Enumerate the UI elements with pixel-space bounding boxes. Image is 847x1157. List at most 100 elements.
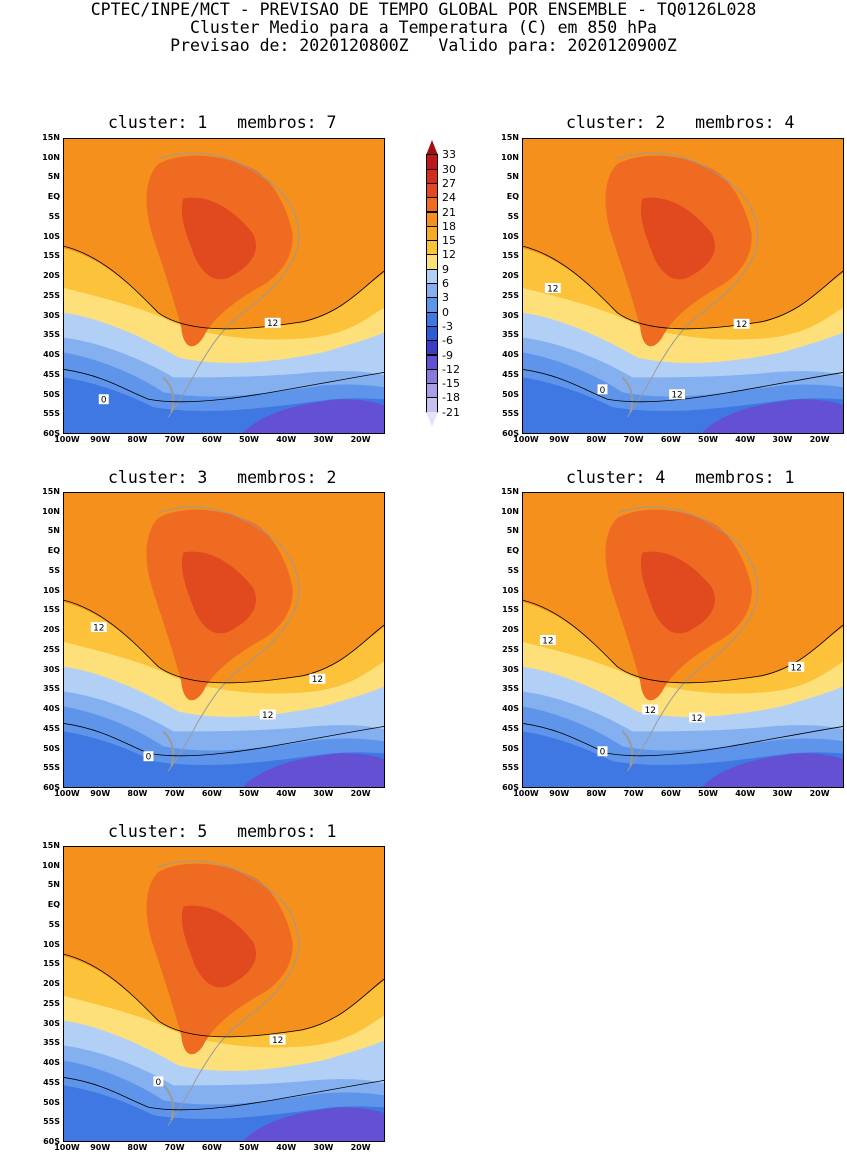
lat-label: 5N: [47, 880, 60, 890]
lat-label: 5S: [507, 211, 519, 221]
lat-label: 5N: [47, 172, 60, 182]
lon-label: 80W: [127, 789, 148, 798]
lon-label: 90W: [90, 435, 111, 444]
lat-label: 20S: [43, 625, 60, 635]
colorbar-level-label: 33: [442, 148, 456, 162]
lat-label: 60S: [43, 783, 60, 792]
lon-label: 70W: [164, 789, 185, 798]
svg-text:12: 12: [93, 624, 104, 634]
lat-label: 15N: [501, 487, 519, 496]
panel-2-contour-label: 12: [733, 318, 750, 330]
lat-label: 60S: [502, 429, 519, 438]
svg-text:12: 12: [691, 714, 702, 724]
svg-text:0: 0: [156, 1078, 162, 1088]
lon-label: 100W: [513, 789, 539, 798]
colorbar-level-label: 15: [442, 234, 456, 248]
colorbar-swatch: [426, 311, 438, 327]
svg-text:12: 12: [791, 663, 802, 673]
lon-label: 60W: [660, 789, 681, 798]
lat-label: 40S: [43, 1058, 60, 1068]
svg-text:12: 12: [542, 636, 553, 646]
lat-label: 55S: [502, 763, 519, 773]
lon-label: 60W: [201, 435, 222, 444]
lat-label: 40S: [43, 350, 60, 360]
lon-label: 50W: [239, 435, 259, 444]
panel-1-contour-label: 0: [98, 394, 109, 406]
lat-label: 15S: [502, 605, 519, 615]
colorbar-level-label: 3: [442, 291, 449, 305]
colorbar-swatch: [426, 254, 438, 270]
colorbar-swatch: [426, 368, 438, 385]
panel-4-contour-label: 0: [597, 746, 608, 758]
colorbar-swatch: [426, 168, 438, 184]
lon-label: 80W: [586, 789, 607, 798]
svg-text:12: 12: [547, 284, 558, 294]
colorbar-level-label: -9: [442, 348, 453, 362]
lon-label: 40W: [735, 435, 756, 444]
svg-text:12: 12: [645, 706, 656, 716]
colorbar-level-label: 12: [442, 248, 456, 262]
lat-label: 5S: [48, 919, 60, 929]
lat-label: 10N: [501, 506, 519, 516]
lat-label: 45S: [43, 1077, 60, 1087]
lat-label: 35S: [43, 684, 60, 694]
colorbar-swatch: [426, 154, 438, 170]
lon-label: 70W: [623, 435, 644, 444]
colorbar-swatch: [426, 354, 438, 370]
lon-label: 100W: [54, 435, 80, 444]
lat-label: 60S: [43, 1137, 60, 1146]
colorbar-swatch: [426, 397, 438, 413]
lon-label: 20W: [350, 1143, 371, 1152]
panel-3-title: cluster: 3 membros: 2: [108, 468, 337, 487]
colorbar-swatch: [426, 240, 438, 256]
lon-label: 40W: [276, 789, 297, 798]
lat-label: 50S: [43, 1097, 60, 1107]
colorbar-swatch: [426, 283, 438, 299]
lat-label: EQ: [47, 546, 60, 556]
panel-4-map: 12 12 12 12 0: [522, 492, 844, 788]
panel-2-contour-label: 12: [544, 283, 561, 294]
lat-label: EQ: [47, 192, 60, 202]
lat-label: 10S: [43, 585, 60, 595]
colorbar-swatch: [426, 383, 438, 399]
lat-label: 25S: [502, 290, 519, 300]
lon-label: 60W: [201, 789, 222, 798]
panel-1-contour-label: 12: [264, 317, 281, 329]
lon-label: 30W: [313, 789, 334, 798]
lat-label: 25S: [43, 644, 60, 654]
lat-label: 15N: [42, 841, 60, 850]
colorbar-level-label: -6: [442, 334, 453, 348]
lat-label: EQ: [47, 900, 60, 910]
lon-label: 40W: [276, 1143, 297, 1152]
lat-label: 20S: [502, 271, 519, 281]
lat-label: 40S: [43, 704, 60, 714]
colorbar-level-label: -3: [442, 319, 453, 333]
colorbar-swatch: [426, 197, 438, 213]
svg-text:12: 12: [272, 1036, 283, 1046]
panel-5-title: cluster: 5 membros: 1: [108, 822, 337, 841]
lon-label: 30W: [313, 435, 334, 444]
lat-label: 10S: [502, 231, 519, 241]
lat-label: 50S: [43, 389, 60, 399]
lon-label: 80W: [127, 1143, 148, 1152]
lon-label: 70W: [164, 1143, 185, 1152]
lat-label: 10N: [42, 152, 60, 162]
lon-label: 40W: [735, 789, 756, 798]
lat-label: EQ: [506, 546, 519, 556]
lon-label: 100W: [513, 435, 539, 444]
panel-1-title: cluster: 1 membros: 7: [108, 113, 337, 132]
lon-label: 90W: [90, 1143, 111, 1152]
lat-label: 5N: [47, 526, 60, 536]
header-line-1: CPTEC/INPE/MCT - PREVISAO DE TEMPO GLOBA…: [90, 0, 757, 19]
lat-label: 30S: [502, 310, 519, 320]
lat-label: 10S: [43, 231, 60, 241]
lat-label: 55S: [43, 409, 60, 419]
lat-label: 35S: [43, 1038, 60, 1048]
lat-label: 30S: [502, 664, 519, 674]
lon-label: 90W: [90, 789, 111, 798]
svg-text:0: 0: [146, 753, 152, 763]
lon-label: 80W: [586, 435, 607, 444]
lat-label: 60S: [43, 429, 60, 438]
lat-label: 40S: [502, 704, 519, 714]
lon-label: 20W: [809, 435, 830, 444]
